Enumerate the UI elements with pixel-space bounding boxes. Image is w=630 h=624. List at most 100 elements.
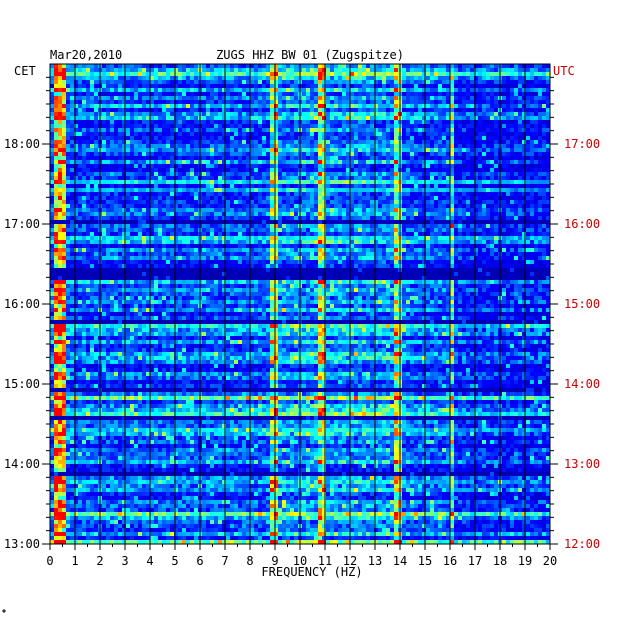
spectrogram-cell [262, 100, 267, 105]
spectrogram-cell [382, 188, 387, 193]
spectrogram-cell [150, 128, 155, 133]
spectrogram-cell [238, 96, 243, 101]
spectrogram-cell [214, 212, 219, 217]
spectrogram-cell [202, 204, 207, 209]
spectrogram-cell [206, 96, 211, 101]
spectrogram-cell [154, 188, 159, 193]
spectrogram-cell [506, 76, 511, 81]
spectrogram-cell [242, 120, 247, 125]
spectrogram-cell [254, 156, 259, 161]
spectrogram-cell [522, 80, 527, 85]
spectrogram-cell [266, 80, 271, 85]
spectrogram-cell [222, 176, 227, 181]
spectrogram-cell [362, 144, 367, 149]
spectrogram-cell [526, 140, 531, 145]
spectrogram-cell [194, 192, 199, 197]
spectrogram-cell [362, 196, 367, 201]
spectrogram-cell [134, 204, 139, 209]
spectrogram-cell [270, 148, 275, 153]
spectrogram-cell [78, 116, 83, 121]
spectrogram-cell [362, 108, 367, 113]
date-label: Mar20,2010 [50, 48, 122, 62]
spectrogram-cell [534, 140, 539, 145]
spectrogram-cell [90, 188, 95, 193]
spectrogram-cell [270, 140, 275, 145]
spectrogram-cell [422, 92, 427, 97]
spectrogram-cell [286, 76, 291, 81]
spectrogram-cell [150, 220, 155, 225]
spectrogram-cell [530, 172, 535, 177]
spectrogram-cell [538, 168, 543, 173]
spectrogram-cell [282, 160, 287, 165]
spectrogram-cell [386, 68, 391, 73]
spectrogram-cell [494, 100, 499, 105]
spectrogram-cell [302, 108, 307, 113]
spectrogram-cell [350, 168, 355, 173]
spectrogram-cell [418, 208, 423, 213]
spectrogram-cell [330, 168, 335, 173]
spectrogram-cell [210, 184, 215, 189]
spectrogram-cell [486, 192, 491, 197]
spectrogram-cell [158, 212, 163, 217]
spectrogram-cell [490, 144, 495, 149]
spectrogram-cell [342, 152, 347, 157]
spectrogram-cell [210, 76, 215, 81]
spectrogram-cell [210, 156, 215, 161]
spectrogram-cell [442, 172, 447, 177]
spectrogram-cell [510, 196, 515, 201]
spectrogram-cell [318, 192, 323, 197]
spectrogram-cell [466, 188, 471, 193]
spectrogram-cell [514, 188, 519, 193]
spectrogram-cell [110, 212, 115, 217]
spectrogram-cell [286, 104, 291, 109]
spectrogram-cell [242, 128, 247, 133]
spectrogram-cell [170, 112, 175, 117]
spectrogram-cell [302, 104, 307, 109]
spectrogram-cell [326, 148, 331, 153]
spectrogram-cell [470, 80, 475, 85]
spectrogram-cell [454, 188, 459, 193]
spectrogram-cell [418, 124, 423, 129]
spectrogram-cell [334, 64, 339, 69]
spectrogram-cell [66, 112, 71, 117]
spectrogram-cell [382, 144, 387, 149]
spectrogram-cell [178, 204, 183, 209]
spectrogram-cell [358, 80, 363, 85]
spectrogram-cell [270, 120, 275, 125]
spectrogram-cell [90, 116, 95, 121]
spectrogram-cell [66, 108, 71, 113]
spectrogram-cell [494, 180, 499, 185]
spectrogram-cell [478, 136, 483, 141]
spectrogram-cell [266, 84, 271, 89]
spectrogram-cell [314, 108, 319, 113]
spectrogram-cell [426, 68, 431, 73]
spectrogram-cell [210, 164, 215, 169]
spectrogram-cell [474, 132, 479, 137]
spectrogram-cell [302, 156, 307, 161]
spectrogram-cell [326, 164, 331, 169]
spectrogram-cell [350, 92, 355, 97]
spectrogram-cell [294, 188, 299, 193]
spectrogram-cell [110, 68, 115, 73]
spectrogram-cell [174, 96, 179, 101]
spectrogram-cell [106, 204, 111, 209]
spectrogram-cell [522, 84, 527, 89]
spectrogram-cell [174, 100, 179, 105]
spectrogram-cell [146, 80, 151, 85]
spectrogram-cell [386, 208, 391, 213]
spectrogram-cell [310, 192, 315, 197]
spectrogram-cell [154, 72, 159, 77]
spectrogram-cell [66, 208, 71, 213]
spectrogram-cell [490, 128, 495, 133]
spectrogram-cell [146, 148, 151, 153]
spectrogram-cell [542, 80, 547, 85]
spectrogram-cell [346, 220, 351, 225]
spectrogram-cell [314, 100, 319, 105]
spectrogram-cell [278, 124, 283, 129]
spectrogram-cell [390, 216, 395, 221]
spectrogram-cell [214, 112, 219, 117]
spectrogram-cell [190, 204, 195, 209]
spectrogram-cell [350, 148, 355, 153]
spectrogram-cell [354, 172, 359, 177]
spectrogram-cell [334, 72, 339, 77]
